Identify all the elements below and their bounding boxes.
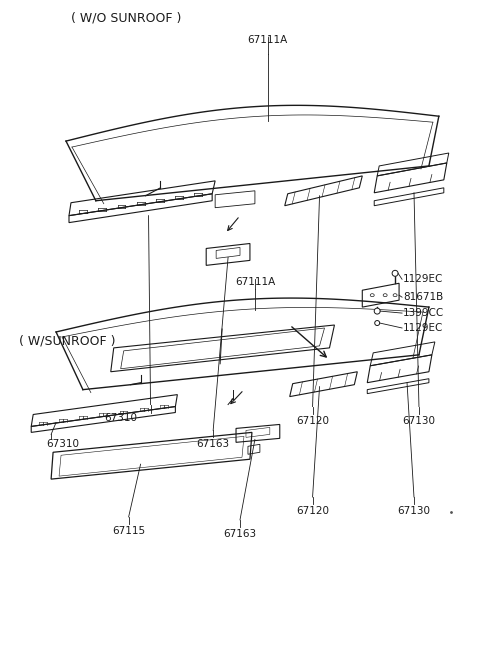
Circle shape	[374, 308, 380, 314]
Text: 67310: 67310	[46, 440, 79, 449]
Text: 67310: 67310	[104, 413, 137, 422]
Text: 67111A: 67111A	[235, 277, 275, 288]
Text: 67120: 67120	[296, 417, 329, 426]
Text: ( W/SUNROOF ): ( W/SUNROOF )	[19, 335, 116, 348]
Text: 1129EC: 1129EC	[403, 323, 444, 333]
Text: 67130: 67130	[402, 417, 435, 426]
Text: 1399CC: 1399CC	[403, 308, 444, 318]
Text: 67130: 67130	[397, 506, 431, 516]
Text: 67120: 67120	[296, 506, 329, 516]
Circle shape	[375, 320, 380, 326]
Text: 1129EC: 1129EC	[403, 274, 444, 284]
Text: 67163: 67163	[223, 529, 257, 539]
Circle shape	[392, 271, 398, 276]
Text: 67115: 67115	[112, 526, 145, 536]
Text: 67163: 67163	[197, 440, 230, 449]
Text: ( W/O SUNROOF ): ( W/O SUNROOF )	[71, 12, 181, 25]
Text: 81671B: 81671B	[403, 292, 444, 302]
Text: 67111A: 67111A	[248, 35, 288, 45]
